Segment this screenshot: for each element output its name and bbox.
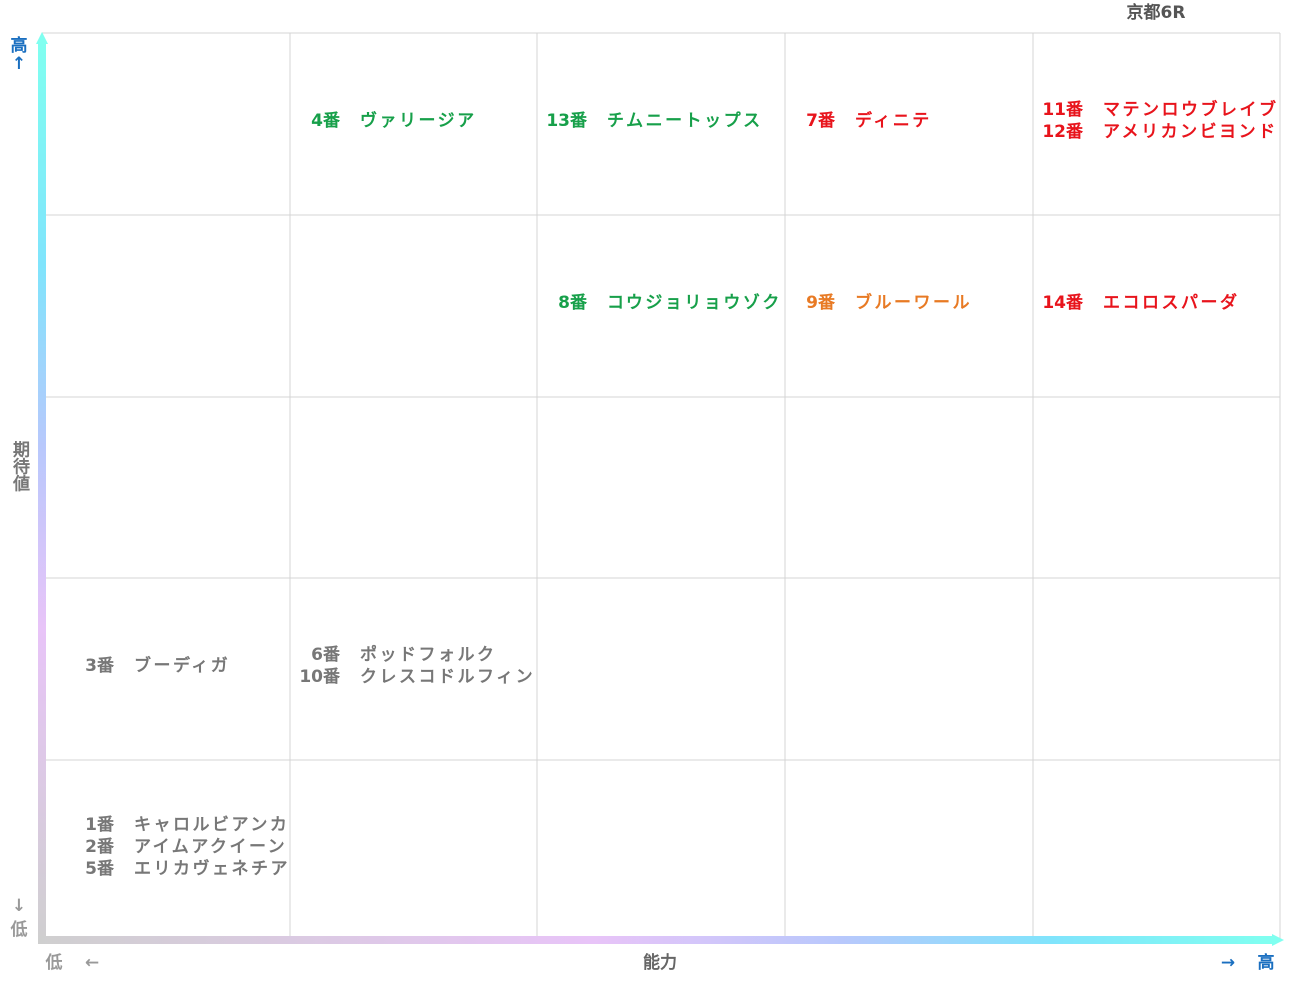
entry-number: 3番: [85, 656, 115, 676]
entry-name: マテンロウブレイブ: [1103, 99, 1279, 120]
x-arrow-head: [1272, 934, 1284, 946]
y-arrow-head: [36, 32, 48, 44]
entry-number: 9番: [806, 293, 836, 313]
entry-name: アイムアクイーン: [134, 837, 287, 857]
entry-name: アメリカンビヨンド: [1103, 122, 1278, 142]
y-low-arrow: ↓: [12, 896, 26, 916]
entry-name: キャロルビアンカ: [134, 815, 289, 835]
x-label: 能力: [643, 952, 677, 973]
entry-number: 4番: [311, 111, 341, 131]
x-low: 低: [45, 952, 63, 973]
title: 京都6R: [1127, 2, 1186, 23]
entry-number: 12番: [1042, 122, 1084, 142]
entry-number: 6番: [311, 645, 341, 665]
entry-name: チムニートップス: [607, 110, 763, 131]
entry-number: 11番: [1042, 100, 1084, 120]
x-high: 高: [1258, 952, 1275, 973]
entry-name: クレスコドルフィン: [360, 667, 535, 687]
entry-number: 14番: [1042, 293, 1084, 313]
entry-name: コウジョリョウゾク: [607, 293, 782, 313]
entry-name: ポッドフォルク: [360, 644, 497, 665]
y-high: 高: [11, 35, 28, 56]
entry-number: 2番: [85, 837, 115, 857]
entry-name: ブーディガ: [134, 655, 230, 676]
x-high-arrow: →: [1221, 953, 1235, 973]
entry-name: ヴァリージア: [360, 110, 477, 131]
entry-number: 1番: [85, 815, 115, 835]
x-axis-arrow: [38, 936, 1274, 944]
entry-number: 10番: [299, 667, 341, 687]
entry-number: 5番: [85, 859, 115, 879]
entry-name: ディニテ: [855, 110, 932, 131]
grid-lines: [42, 32, 1281, 940]
y-low: 低: [10, 919, 28, 940]
entry-name: エコロスパーダ: [1103, 292, 1240, 313]
entry-number: 13番: [546, 111, 588, 131]
y-label: 期待値: [9, 440, 31, 492]
entry-number: 8番: [558, 293, 588, 313]
y-axis-arrow: [38, 40, 46, 944]
entry-number: 7番: [806, 111, 836, 131]
y-high-arrow: ↑: [12, 54, 26, 74]
entry-name: ブルーワール: [855, 292, 972, 313]
x-low-arrow: ←: [85, 953, 99, 973]
entry-name: エリカヴェネチア: [134, 858, 290, 879]
